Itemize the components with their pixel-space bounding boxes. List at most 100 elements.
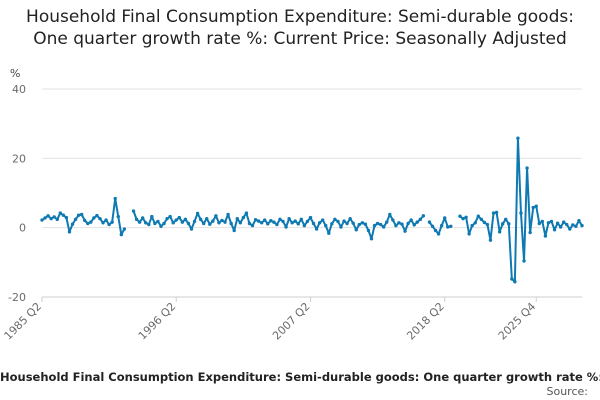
data-point <box>174 218 178 222</box>
data-point <box>311 221 316 226</box>
data-point <box>378 222 383 227</box>
data-point <box>491 211 496 215</box>
data-point <box>147 222 151 227</box>
data-point <box>580 223 584 228</box>
data-point <box>171 221 175 225</box>
data-point <box>561 220 566 224</box>
data-point <box>333 217 337 222</box>
data-point <box>89 220 93 224</box>
data-point <box>543 234 548 238</box>
data-point <box>336 219 340 224</box>
data-point <box>122 227 127 231</box>
data-point <box>320 218 325 222</box>
data-point <box>226 212 230 217</box>
data-point <box>195 211 200 216</box>
data-point <box>250 223 255 228</box>
data-point <box>95 213 99 218</box>
data-point <box>131 209 136 213</box>
data-point <box>436 232 441 236</box>
data-point <box>165 216 169 221</box>
data-point <box>439 223 444 228</box>
data-point <box>552 228 557 232</box>
data-point <box>516 136 520 140</box>
data-point <box>369 237 374 241</box>
data-point <box>446 225 450 229</box>
data-point <box>345 221 349 226</box>
y-tick-label: 20 <box>12 152 26 165</box>
data-point <box>497 230 502 234</box>
data-point <box>443 216 447 220</box>
data-point <box>159 224 163 228</box>
data-point <box>400 222 404 226</box>
data-point <box>92 216 96 220</box>
data-point <box>351 221 355 225</box>
data-point <box>76 213 81 217</box>
data-point <box>555 221 560 225</box>
series-line <box>41 197 126 236</box>
y-tick-label: 40 <box>12 83 26 96</box>
data-point <box>388 212 392 217</box>
data-point <box>525 166 529 170</box>
data-point <box>330 222 334 226</box>
data-point <box>507 222 511 226</box>
data-point <box>253 217 258 222</box>
data-point <box>412 223 416 227</box>
data-point <box>534 204 538 208</box>
data-point <box>208 222 212 226</box>
data-point <box>577 219 581 223</box>
data-point <box>540 219 545 224</box>
data-point <box>406 221 410 226</box>
data-point <box>110 220 114 224</box>
data-point <box>284 225 288 229</box>
data-point <box>259 221 264 225</box>
y-tick-label: 0 <box>19 222 26 235</box>
data-point <box>192 219 197 224</box>
points-group <box>40 136 584 284</box>
data-point <box>211 219 215 223</box>
x-tick-label: 1996 Q2 <box>136 300 179 343</box>
data-point <box>458 214 462 218</box>
data-point <box>232 228 236 233</box>
data-point <box>140 216 145 220</box>
data-point <box>360 221 365 225</box>
data-point <box>473 221 477 225</box>
data-point <box>296 222 300 226</box>
data-point <box>153 221 157 226</box>
data-point <box>55 217 59 222</box>
data-point <box>519 211 523 215</box>
data-point <box>513 280 517 284</box>
data-point <box>162 221 166 226</box>
data-point <box>278 217 282 222</box>
data-point <box>70 222 75 226</box>
data-point <box>363 222 368 226</box>
data-point <box>241 215 246 220</box>
data-point <box>64 215 69 220</box>
data-point <box>421 214 426 218</box>
data-point <box>46 214 50 218</box>
data-point <box>98 216 102 221</box>
data-point <box>476 214 480 218</box>
data-point <box>494 210 499 215</box>
data-point <box>61 213 66 217</box>
data-point <box>269 219 273 223</box>
data-point <box>67 230 72 234</box>
data-point <box>150 214 154 219</box>
data-point <box>107 222 111 227</box>
data-point <box>40 218 44 222</box>
data-point <box>168 214 172 219</box>
data-point <box>281 219 285 224</box>
data-point <box>223 220 227 224</box>
x-tick-label: 2018 Q2 <box>404 300 447 343</box>
data-point <box>299 217 304 222</box>
data-point <box>180 220 185 224</box>
data-point <box>430 224 435 228</box>
data-point <box>244 211 249 215</box>
data-point <box>256 219 261 223</box>
data-point <box>113 196 117 201</box>
data-point <box>522 259 526 263</box>
data-point <box>504 217 508 222</box>
data-point <box>134 217 139 222</box>
data-point <box>287 216 291 221</box>
data-point <box>574 224 578 228</box>
